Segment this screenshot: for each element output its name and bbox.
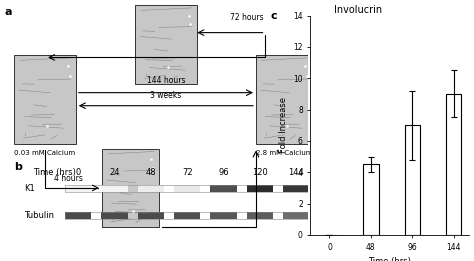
Text: 3 weeks: 3 weeks — [150, 91, 182, 100]
Text: 72 hours: 72 hours — [230, 13, 263, 22]
Bar — [256, 55, 313, 144]
Text: Time (hrs): Time (hrs) — [33, 168, 76, 177]
Text: 48: 48 — [146, 168, 156, 177]
Bar — [101, 212, 128, 219]
Text: 144: 144 — [288, 168, 304, 177]
Text: Tubulin: Tubulin — [24, 211, 54, 220]
Text: Involucrin: Involucrin — [334, 5, 383, 15]
Bar — [210, 212, 237, 219]
Bar — [363, 164, 379, 235]
Bar — [246, 212, 273, 219]
Text: 72: 72 — [182, 168, 192, 177]
Bar — [137, 212, 164, 219]
Text: 120: 120 — [252, 168, 268, 177]
Bar — [174, 212, 201, 219]
Bar — [283, 185, 310, 192]
Y-axis label: Fold Increase: Fold Increase — [279, 97, 288, 153]
Text: 2.8 mM Calcium: 2.8 mM Calcium — [256, 150, 313, 156]
Bar — [210, 185, 237, 192]
Bar — [404, 125, 420, 235]
Bar — [65, 212, 310, 219]
Bar — [174, 185, 201, 192]
Bar — [102, 149, 159, 227]
Bar — [65, 212, 91, 219]
Bar — [246, 185, 273, 192]
Text: 24: 24 — [109, 168, 120, 177]
Text: c: c — [271, 11, 277, 21]
Bar — [101, 185, 128, 192]
Bar — [135, 5, 197, 84]
Text: 0: 0 — [75, 168, 81, 177]
Bar — [446, 94, 462, 235]
Bar — [65, 185, 310, 192]
Bar — [137, 185, 164, 192]
Text: 4 hours: 4 hours — [55, 174, 83, 183]
Text: b: b — [14, 162, 22, 172]
Text: 96: 96 — [218, 168, 229, 177]
Bar — [65, 185, 91, 192]
Bar — [14, 55, 76, 144]
Bar — [283, 212, 310, 219]
Text: 0.03 mM Calcium: 0.03 mM Calcium — [15, 150, 75, 156]
Text: 144 hours: 144 hours — [146, 76, 185, 85]
Text: K1: K1 — [24, 184, 35, 193]
X-axis label: Time (hrs): Time (hrs) — [368, 257, 411, 261]
Text: a: a — [5, 7, 12, 16]
